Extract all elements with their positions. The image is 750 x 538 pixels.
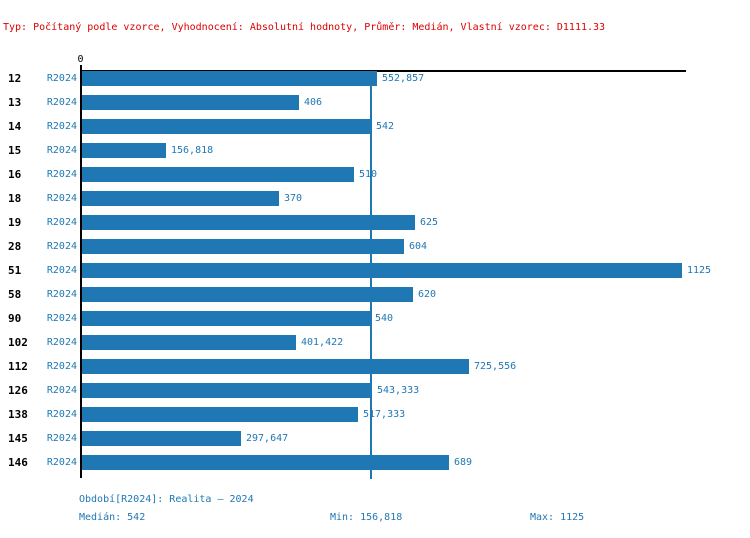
chart-row: 51 R2024 1125 [0,259,750,283]
footer-period-label: Období[R2024]: Realita – 2024 [79,494,254,505]
chart-row: 146 R2024 689 [0,451,750,475]
row-series-label: R2024 [46,193,77,204]
chart-row: 58 R2024 620 [0,283,750,307]
row-series-label: R2024 [46,433,77,444]
bar [82,239,404,254]
bar [82,71,377,86]
bar-value-label: 401,422 [301,337,344,348]
bar [82,287,413,302]
median-reference-line [370,71,372,479]
bar [82,335,296,350]
chart-row: 15 R2024 156,818 [0,139,750,163]
bar-value-label: 297,647 [246,433,289,444]
bar-value-label: 543,333 [377,385,420,396]
row-category-label: 13 [8,96,22,109]
bar [82,311,370,326]
bar-value-label: 156,818 [171,145,214,156]
chart-row: 138 R2024 517,333 [0,403,750,427]
chart-row: 102 R2024 401,422 [0,331,750,355]
row-category-label: 145 [8,432,28,445]
bar [82,359,469,374]
bar [82,407,358,422]
row-series-label: R2024 [46,97,77,108]
row-category-label: 51 [8,264,22,277]
bar-value-label: 620 [418,289,437,300]
chart-row: 90 R2024 540 [0,307,750,331]
footer-median-stat: Medián: 542 [79,512,146,523]
row-series-label: R2024 [46,217,77,228]
row-series-label: R2024 [46,361,77,372]
row-category-label: 16 [8,168,22,181]
row-series-label: R2024 [46,121,77,132]
row-category-label: 19 [8,216,22,229]
row-series-label: R2024 [46,169,77,180]
row-series-label: R2024 [46,457,77,468]
bar-value-label: 540 [375,313,394,324]
bar [82,143,166,158]
row-category-label: 58 [8,288,22,301]
bar [82,263,682,278]
bar-value-label: 689 [454,457,473,468]
row-series-label: R2024 [46,241,77,252]
footer-max-stat: Max: 1125 [530,512,585,523]
chart-row: 18 R2024 370 [0,187,750,211]
bar-value-label: 625 [420,217,439,228]
chart-row: 28 R2024 604 [0,235,750,259]
row-category-label: 14 [8,120,22,133]
chart-row: 126 R2024 543,333 [0,379,750,403]
chart-row: 14 R2024 542 [0,115,750,139]
bar-value-label: 725,556 [474,361,517,372]
row-category-label: 12 [8,72,22,85]
row-category-label: 146 [8,456,28,469]
row-series-label: R2024 [46,145,77,156]
row-series-label: R2024 [46,409,77,420]
bar [82,383,372,398]
chart-row: 145 R2024 297,647 [0,427,750,451]
bar [82,167,354,182]
x-axis-line [80,70,686,72]
bar [82,455,449,470]
row-series-label: R2024 [46,385,77,396]
bar-rows-container: 12 R2024 552,857 13 R2024 406 14 R2024 5… [0,67,750,475]
row-series-label: R2024 [46,265,77,276]
axis-origin-label: 0 [77,54,84,65]
row-series-label: R2024 [46,337,77,348]
chart-row: 112 R2024 725,556 [0,355,750,379]
bar [82,431,241,446]
bar-value-label: 406 [304,97,323,108]
row-category-label: 102 [8,336,28,349]
bar [82,215,415,230]
bar-value-label: 370 [284,193,303,204]
row-category-label: 126 [8,384,28,397]
bar-value-label: 517,333 [363,409,406,420]
chart-row: 16 R2024 510 [0,163,750,187]
bar-value-label: 552,857 [382,73,425,84]
bar-value-label: 510 [359,169,378,180]
bar [82,191,279,206]
y-axis-line [80,65,82,478]
row-category-label: 90 [8,312,22,325]
row-category-label: 138 [8,408,28,421]
bar [82,95,299,110]
bar [82,119,371,134]
row-category-label: 112 [8,360,28,373]
row-series-label: R2024 [46,313,77,324]
chart-settings-line: Typ: Počítaný podle vzorce, Vyhodnocení:… [3,22,606,33]
bar-value-label: 604 [409,241,428,252]
bar-value-label: 542 [376,121,395,132]
chart-row: 13 R2024 406 [0,91,750,115]
row-category-label: 28 [8,240,22,253]
row-series-label: R2024 [46,73,77,84]
chart-row: 12 R2024 552,857 [0,67,750,91]
bar-value-label: 1125 [687,265,712,276]
chart-row: 19 R2024 625 [0,211,750,235]
footer-min-stat: Min: 156,818 [330,512,403,523]
row-category-label: 18 [8,192,22,205]
row-category-label: 15 [8,144,22,157]
row-series-label: R2024 [46,289,77,300]
